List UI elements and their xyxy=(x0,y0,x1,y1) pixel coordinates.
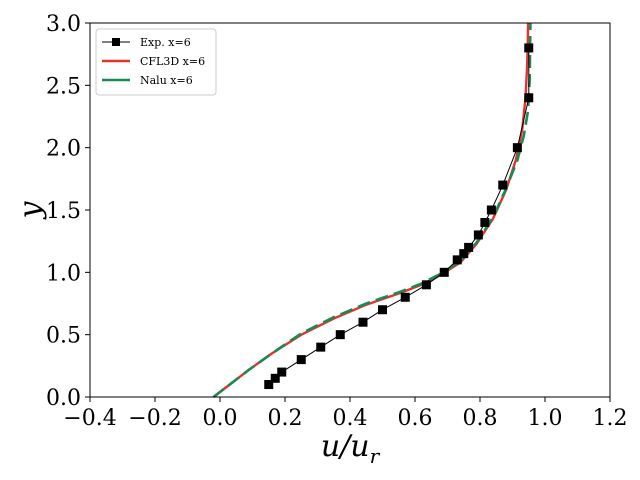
exp-point xyxy=(358,317,368,327)
exp-point xyxy=(316,342,326,352)
exp-point xyxy=(378,305,387,315)
y-tick-label: 2.0 xyxy=(46,137,81,162)
exp-point xyxy=(296,355,306,365)
exp-point xyxy=(524,93,534,103)
legend-box xyxy=(95,28,217,96)
x-tick-label: −0.2 xyxy=(128,406,181,431)
legend-label-exp: Exp. x=6 xyxy=(140,36,191,49)
x-tick-label: 1.0 xyxy=(528,406,563,431)
y-tick-label: 3.0 xyxy=(46,12,81,37)
exp-point xyxy=(335,330,345,340)
y-tick-label: 1.5 xyxy=(46,199,81,224)
y-tick-label: 0.5 xyxy=(46,324,81,349)
exp-point xyxy=(452,255,462,265)
legend-label-cfl3d: CFL3D x=6 xyxy=(140,55,205,68)
exp-point xyxy=(264,380,274,390)
exp-point xyxy=(486,205,496,215)
x-tick-label: 0.8 xyxy=(463,406,498,431)
x-axis-label-sub: r xyxy=(370,444,381,468)
legend-label-nalu: Nalu x=6 xyxy=(140,74,193,87)
y-tick-label: 0.0 xyxy=(46,386,81,411)
x-tick-label: 0.4 xyxy=(333,406,368,431)
exp-point xyxy=(459,249,469,259)
y-axis-label: y xyxy=(13,200,48,220)
exp-point xyxy=(498,180,508,190)
x-tick-label: 0.2 xyxy=(268,406,303,431)
exp-point xyxy=(480,217,490,227)
x-tick-label: 0.6 xyxy=(398,406,433,431)
exp-point xyxy=(439,267,449,277)
x-tick-label: 0.0 xyxy=(203,406,238,431)
exp-point xyxy=(421,280,431,290)
y-tick-label: 1.0 xyxy=(46,261,81,286)
axes-layer: −0.4 −0.2 0.0 0.2 0.4 0.6 0.8 1.0 1.2 0.0 0.5 1.0 1.… xyxy=(46,12,628,431)
exp-point xyxy=(464,242,474,252)
x-axis-label-main: u/u xyxy=(321,429,370,464)
exp-point xyxy=(473,230,483,240)
series-line-2 xyxy=(212,22,532,399)
x-tick-label: 1.2 xyxy=(593,406,628,431)
y-tick-label: 2.5 xyxy=(46,74,81,99)
series-layer xyxy=(212,22,534,399)
x-tick-label: −0.4 xyxy=(63,406,116,431)
exp-point xyxy=(524,43,534,53)
exp-point xyxy=(270,373,280,383)
exp-point xyxy=(512,143,522,153)
exp-point xyxy=(277,367,287,377)
exp-point xyxy=(400,292,410,302)
legend-marker-exp xyxy=(112,38,120,46)
legend: Exp. x=6 CFL3D x=6 Nalu x=6 xyxy=(95,28,217,96)
x-axis-label: u/ur xyxy=(321,429,381,468)
